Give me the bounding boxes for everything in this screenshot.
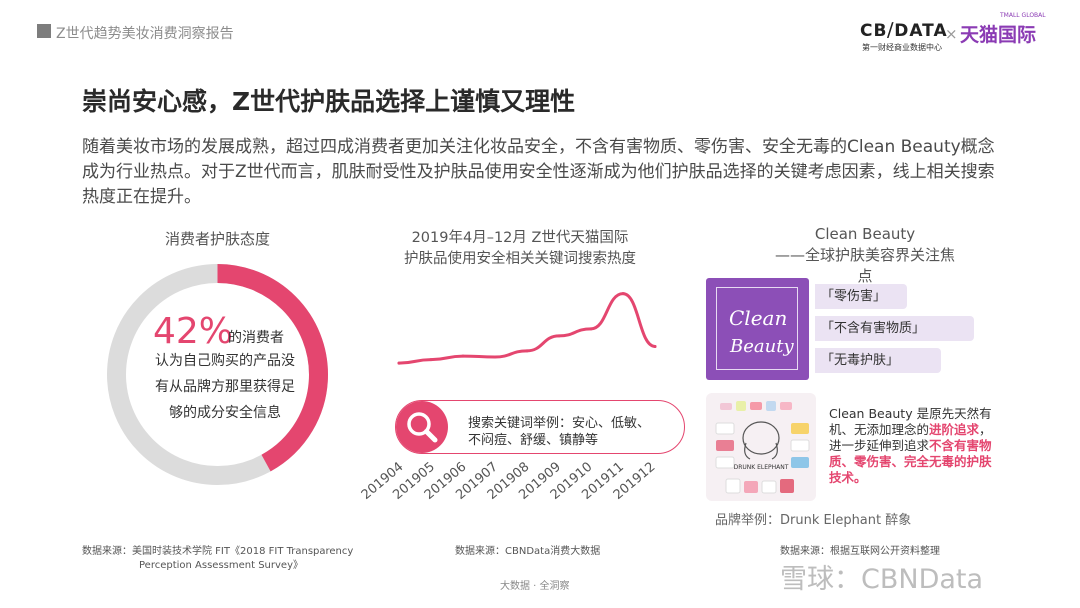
tag-no-harmful-substances: 「不含有害物质」 bbox=[815, 316, 974, 341]
trend-point-201905 bbox=[429, 358, 433, 362]
search-icon bbox=[396, 401, 448, 453]
chart-title-line-1: 2019年4月–12月 Z世代天猫国际 bbox=[411, 230, 629, 246]
tmall-global-logo: 天猫国际 bbox=[960, 24, 1037, 46]
trend-point-201908 bbox=[525, 349, 529, 353]
clean-beauty-heading-line-1: Clean Beauty bbox=[814, 225, 916, 243]
search-keyword-examples: 搜索关键词举例：安心、低敏、 不闷痘、舒缓、镇静等 bbox=[468, 415, 678, 449]
trend-point-201910 bbox=[589, 327, 593, 331]
chart-x-axis-labels: 2019042019052019062019072019082019092019… bbox=[359, 460, 659, 503]
trend-line bbox=[397, 292, 657, 365]
desc-highlight-1: 进阶追求 bbox=[929, 422, 980, 437]
report-title: Z世代趋势美妆消费洞察报告 bbox=[56, 26, 234, 42]
trend-point-201904 bbox=[397, 361, 401, 365]
trend-point-201909 bbox=[557, 334, 561, 338]
desc-text-1: Clean Beauty 是原先天然有机、无添加理念的 bbox=[829, 406, 992, 437]
page-title: 崇尚安心感，Z世代护肤品选择上谨慎又理性 bbox=[82, 87, 576, 116]
logo-separator: × bbox=[945, 25, 958, 43]
watermark: 雪球：CBNData bbox=[780, 564, 984, 595]
source-note-3: 数据来源：根据互联网公开资料整理 bbox=[780, 546, 940, 557]
clean-beauty-card-word-1: Clean bbox=[729, 306, 788, 330]
cbndata-logo: CB⧸DATA bbox=[860, 21, 948, 41]
trend-point-201912 bbox=[653, 344, 657, 348]
donut-chart bbox=[107, 264, 328, 485]
percent-value: 42% bbox=[153, 311, 234, 352]
desc-highlight-2: 不含有害物质、零伤害、完全无毒的护肤技术。 bbox=[829, 438, 992, 485]
tag-zero-harm: 「零伤害」 bbox=[815, 284, 907, 309]
clean-beauty-card bbox=[706, 278, 809, 380]
clean-beauty-card-word-2: Beauty bbox=[730, 336, 794, 357]
clean-beauty-description: Clean Beauty 是原先天然有机、无添加理念的进阶追求，进一步延伸到追求… bbox=[829, 406, 999, 486]
search-keyword-line-2: 不闷痘、舒缓、镇静等 bbox=[468, 433, 599, 448]
intro-paragraph: 随着美妆市场的发展成熟，超过四成消费者更加关注化妆品安全，不含有害物质、零伤害、… bbox=[82, 137, 995, 207]
trend-point-201911 bbox=[621, 292, 625, 296]
trend-point-201907 bbox=[493, 355, 497, 359]
source-note-2: 数据来源：CBNData消费大数据 bbox=[455, 546, 601, 557]
donut-arc bbox=[107, 264, 328, 485]
source-note-1: 数据来源：美国时装技术学院 FIT《2018 FIT Transparency bbox=[82, 546, 354, 557]
trend-point-201906 bbox=[461, 354, 465, 358]
search-trend-chart bbox=[397, 292, 657, 365]
brand-example: 品牌举例：Drunk Elephant 醉象 bbox=[715, 513, 912, 528]
chart-title-line-2: 护肤品使用安全相关关键词搜索热度 bbox=[404, 251, 636, 267]
desc-text-2: ，进一步延伸到追求 bbox=[829, 422, 992, 453]
footer-slogan: 大数据 · 全洞察 bbox=[500, 581, 570, 592]
brand-product-image: DRUNK ELEPHANT bbox=[706, 393, 816, 501]
search-keyword-line-1: 搜索关键词举例：安心、低敏、 bbox=[468, 416, 651, 431]
clean-beauty-card-frame bbox=[716, 287, 798, 370]
clean-beauty-heading-line-2: ——全球护肤美容界关注焦点 bbox=[774, 246, 955, 285]
section-title-attitude: 消费者护肤态度 bbox=[165, 230, 271, 248]
donut-text-line-3: 有从品牌方那里获得足 bbox=[155, 379, 295, 395]
tmall-global-logo-en: TMALL GLOBAL bbox=[1000, 12, 1046, 19]
header-square-icon bbox=[37, 24, 51, 38]
clean-beauty-heading: Clean Beauty ——全球护肤美容界关注焦点 bbox=[770, 224, 960, 287]
chart-title: 2019年4月–12月 Z世代天猫国际 护肤品使用安全相关关键词搜索热度 bbox=[400, 228, 640, 270]
donut-text-line-2: 认为自己购买的产品没 bbox=[155, 353, 295, 369]
cbndata-logo-subtitle: 第一财经商业数据中心 bbox=[862, 43, 942, 52]
brand-logo-text: DRUNK ELEPHANT bbox=[734, 464, 789, 471]
source-note-1-cont: Perception Assessment Survey》 bbox=[139, 560, 303, 571]
tag-non-toxic: 「无毒护肤」 bbox=[815, 348, 941, 373]
percent-caption: 的消费者 bbox=[228, 330, 284, 346]
donut-text-line-4: 够的成分安全信息 bbox=[169, 405, 281, 421]
